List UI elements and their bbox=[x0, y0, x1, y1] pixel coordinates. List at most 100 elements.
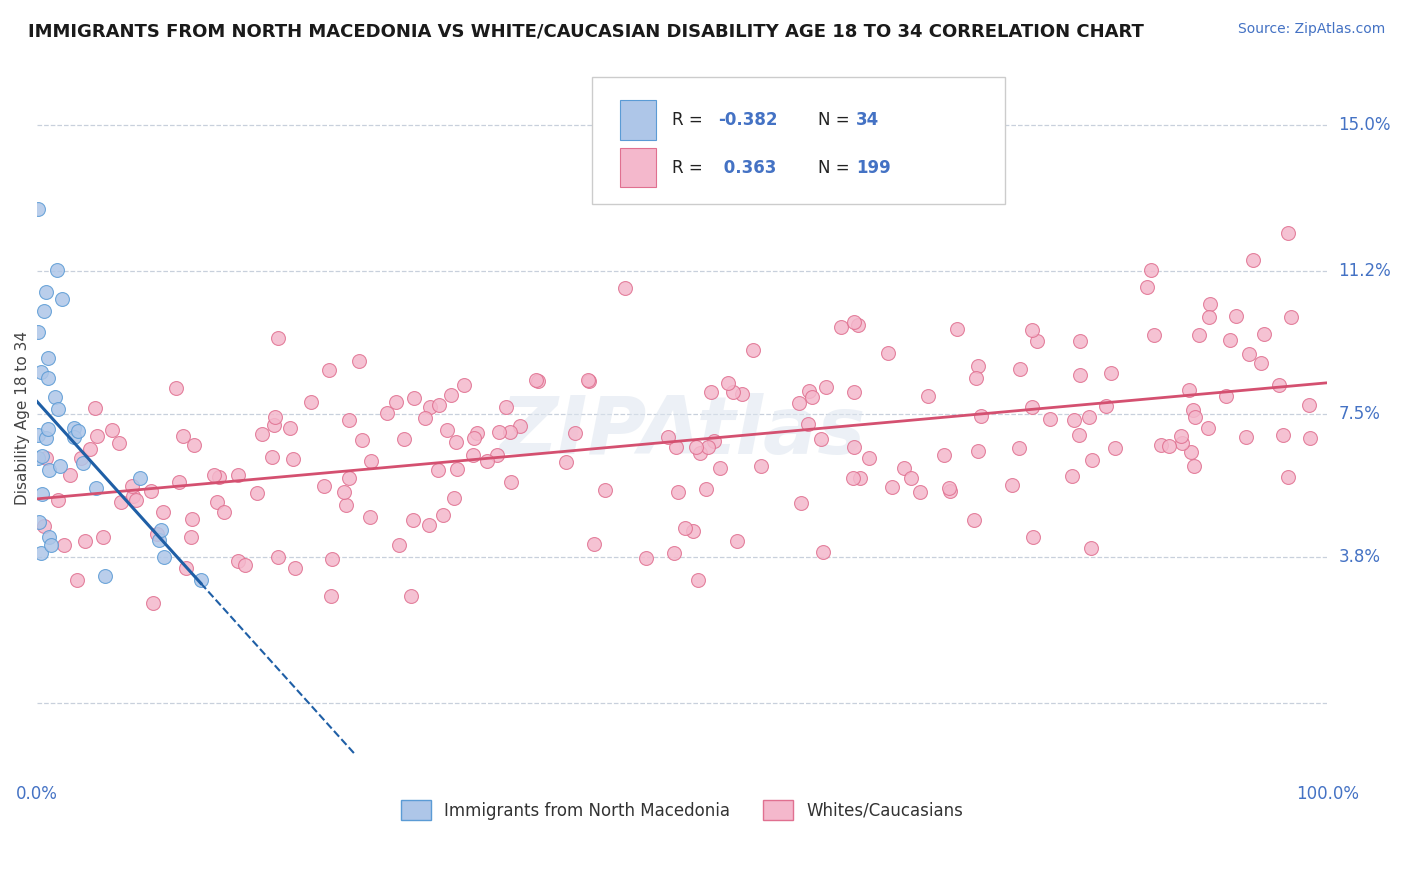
Point bbox=[662, 545, 685, 559]
Point bbox=[1237, 347, 1260, 361]
Point bbox=[84, 482, 107, 496]
Point bbox=[880, 480, 903, 494]
Point bbox=[1243, 252, 1265, 267]
Point bbox=[312, 479, 335, 493]
Point bbox=[30, 365, 52, 379]
Point bbox=[165, 381, 187, 395]
Point bbox=[962, 513, 984, 527]
Point bbox=[263, 417, 285, 432]
Text: -0.382: -0.382 bbox=[718, 112, 778, 129]
Point bbox=[212, 505, 235, 519]
Point bbox=[226, 467, 249, 482]
Point bbox=[721, 385, 744, 400]
Point bbox=[527, 374, 550, 388]
Point bbox=[84, 401, 107, 415]
Point bbox=[1026, 334, 1049, 348]
Text: 7.5%: 7.5% bbox=[1339, 405, 1381, 423]
Point bbox=[477, 454, 499, 468]
FancyBboxPatch shape bbox=[592, 77, 1005, 203]
Point bbox=[31, 487, 53, 501]
Point bbox=[246, 485, 269, 500]
Point bbox=[63, 420, 86, 434]
Point bbox=[167, 475, 190, 490]
Point bbox=[946, 322, 969, 336]
Point bbox=[148, 533, 170, 547]
Point bbox=[172, 429, 194, 443]
Point bbox=[1299, 432, 1322, 446]
Point bbox=[1253, 326, 1275, 341]
Point bbox=[226, 554, 249, 568]
Point bbox=[697, 440, 720, 454]
Point bbox=[299, 395, 322, 409]
Bar bbox=[620, 101, 657, 140]
Point bbox=[564, 426, 586, 441]
Point bbox=[524, 373, 547, 387]
Text: R =: R = bbox=[672, 159, 707, 177]
Point bbox=[337, 413, 360, 427]
Point bbox=[190, 573, 212, 587]
Point bbox=[675, 520, 697, 534]
Point bbox=[731, 387, 754, 401]
Point bbox=[893, 461, 915, 475]
Point bbox=[842, 470, 865, 484]
Point bbox=[848, 471, 870, 485]
Point bbox=[152, 505, 174, 519]
Point bbox=[27, 202, 49, 217]
Text: R =: R = bbox=[672, 112, 707, 129]
Point bbox=[1095, 400, 1118, 414]
Point bbox=[121, 478, 143, 492]
Text: 11.2%: 11.2% bbox=[1339, 262, 1391, 280]
Point bbox=[128, 471, 150, 485]
Point bbox=[347, 354, 370, 368]
Point bbox=[37, 351, 59, 365]
Point bbox=[665, 440, 688, 454]
Point bbox=[443, 491, 465, 505]
Point bbox=[461, 448, 484, 462]
Point bbox=[938, 481, 960, 495]
Point bbox=[110, 495, 132, 509]
Point bbox=[446, 435, 468, 450]
Point bbox=[27, 325, 49, 339]
Point bbox=[790, 496, 813, 510]
Point bbox=[685, 440, 707, 454]
Point bbox=[51, 292, 73, 306]
Point bbox=[266, 331, 288, 345]
Point bbox=[1298, 398, 1320, 412]
Point bbox=[432, 508, 454, 523]
Point bbox=[1001, 478, 1024, 492]
Point bbox=[657, 430, 679, 444]
Point bbox=[79, 442, 101, 457]
Point bbox=[703, 434, 725, 448]
Point bbox=[419, 400, 441, 414]
Point bbox=[1007, 441, 1029, 455]
Point bbox=[725, 533, 748, 548]
Point bbox=[48, 401, 70, 416]
Point bbox=[932, 448, 955, 462]
Point bbox=[1271, 428, 1294, 442]
Point bbox=[797, 417, 820, 432]
Point bbox=[686, 574, 709, 588]
Point bbox=[360, 454, 382, 468]
Point bbox=[1250, 356, 1272, 370]
Point bbox=[39, 538, 62, 552]
Point bbox=[59, 467, 82, 482]
Point bbox=[1099, 366, 1122, 380]
Point bbox=[375, 407, 398, 421]
Point bbox=[614, 281, 637, 295]
Point bbox=[278, 421, 301, 435]
Point bbox=[1184, 410, 1206, 425]
Point bbox=[402, 391, 425, 405]
Point bbox=[394, 432, 416, 446]
Point bbox=[1060, 469, 1083, 483]
Point bbox=[402, 513, 425, 527]
Point bbox=[359, 509, 381, 524]
Point bbox=[321, 551, 343, 566]
Point bbox=[94, 569, 117, 583]
Point bbox=[789, 395, 811, 409]
Point bbox=[749, 459, 772, 474]
Point bbox=[1198, 310, 1220, 325]
Point bbox=[1197, 421, 1219, 435]
Point bbox=[337, 470, 360, 484]
Point bbox=[93, 530, 115, 544]
Point bbox=[1078, 410, 1101, 425]
